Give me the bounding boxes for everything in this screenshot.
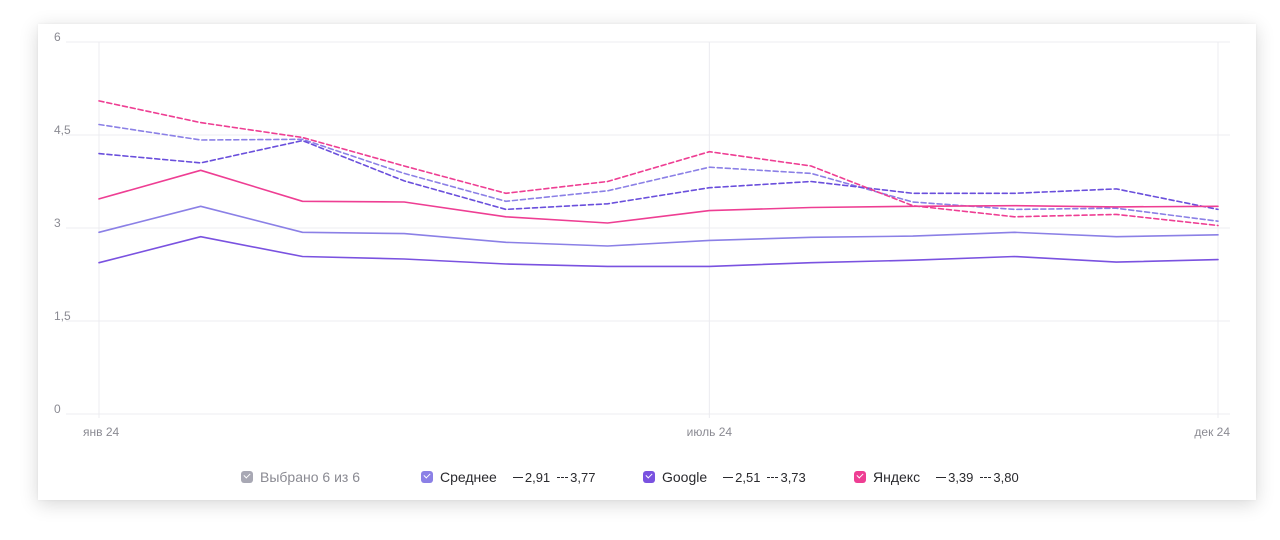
y-tick-label: 1,5 xyxy=(54,309,71,323)
dashed-line-icon xyxy=(767,476,779,478)
y-tick-label: 6 xyxy=(54,30,61,44)
series-line-average-solid xyxy=(98,205,1219,247)
solid-value: 3,39 xyxy=(936,470,973,485)
series-line-google-solid xyxy=(98,235,1219,268)
x-tick-label: июль 24 xyxy=(687,425,733,439)
legend-label: Яндекс xyxy=(873,469,921,485)
checkbox-icon xyxy=(643,471,655,483)
solid-value: 2,91 xyxy=(512,470,550,485)
series-line-google-dashed xyxy=(98,139,1219,211)
dashed-value: 3,77 xyxy=(557,470,595,485)
dashed-line-icon xyxy=(557,476,569,478)
checkbox-icon xyxy=(854,471,866,483)
chart-card: 0 1,5 3 4,5 6 янв 24 июль 24 дек 24 Выбрано 6 и… xyxy=(38,24,1256,500)
dashed-line-icon xyxy=(980,476,992,478)
legend-label: Среднее xyxy=(440,469,497,485)
x-tick-label: янв 24 xyxy=(83,425,120,439)
checkbox-icon xyxy=(421,471,433,483)
solid-value: 2,51 xyxy=(723,470,760,485)
dashed-value: 3,73 xyxy=(767,470,806,485)
dashed-value: 3,80 xyxy=(980,470,1019,485)
legend-item-google[interactable]: Google 2,51 3,73 xyxy=(643,468,806,486)
legend-label: Google xyxy=(662,469,708,485)
y-tick-label: 3 xyxy=(54,216,61,230)
legend-selected-label: Выбрано 6 из 6 xyxy=(260,469,360,485)
legend: Выбрано 6 из 6 Среднее 2,91 3,77 Google … xyxy=(38,24,1256,500)
y-tick-label: 4,5 xyxy=(54,123,71,137)
legend-item-average[interactable]: Среднее 2,91 3,77 xyxy=(421,468,595,486)
solid-line-icon xyxy=(936,476,947,478)
solid-line-icon xyxy=(723,476,734,478)
y-tick-label: 0 xyxy=(54,402,61,416)
line-chart: 0 1,5 3 4,5 6 янв 24 июль 24 дек 24 xyxy=(54,30,1230,439)
series-line-average-dashed xyxy=(98,123,1219,222)
legend-item-yandex[interactable]: Яндекс 3,39 3,80 xyxy=(854,468,1019,486)
legend-selected-toggle[interactable]: Выбрано 6 из 6 xyxy=(241,468,360,486)
solid-line-icon xyxy=(512,476,523,478)
series-line-yandex-dashed xyxy=(98,100,1219,227)
x-tick-label: дек 24 xyxy=(1194,425,1230,439)
checkbox-icon xyxy=(241,471,253,483)
series-line-yandex-solid xyxy=(98,169,1219,224)
